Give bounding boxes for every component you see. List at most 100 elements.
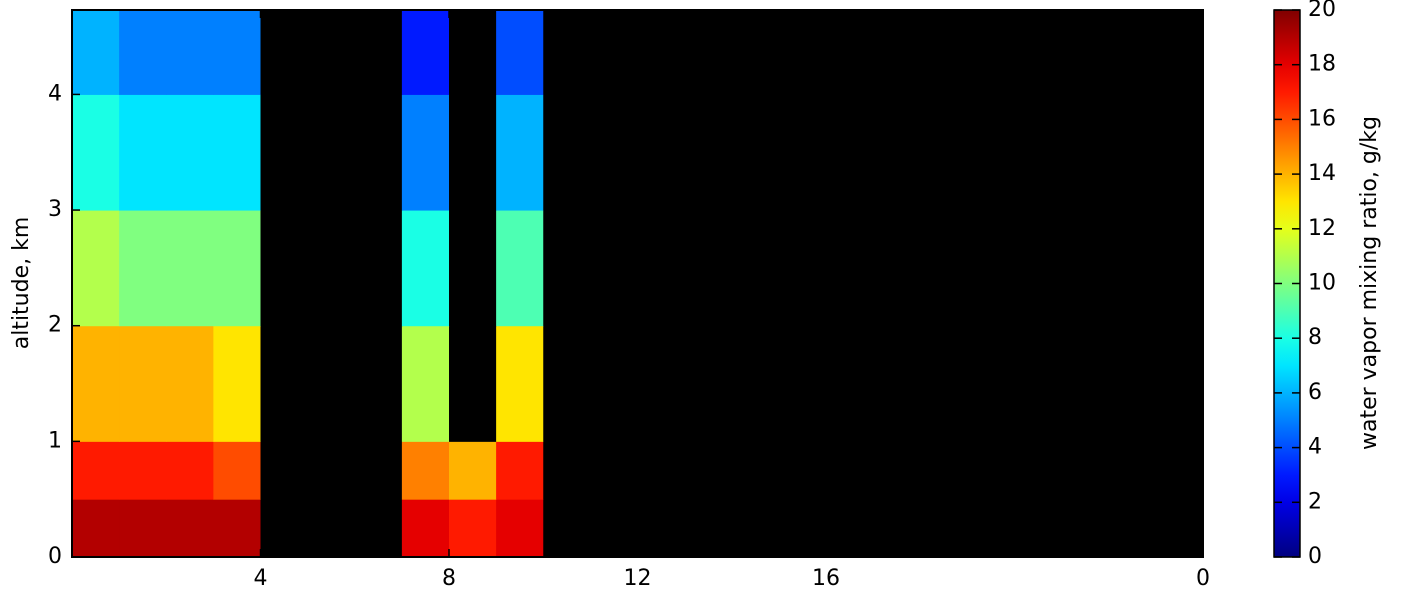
heatmap-cell [1108, 94, 1157, 211]
heatmap-cell [778, 499, 827, 558]
colorbar-tick-label: 2 [1308, 489, 1322, 514]
colorbar-tick-label: 14 [1308, 161, 1336, 186]
heatmap-cell [826, 94, 874, 211]
heatmap-cell [119, 210, 167, 327]
heatmap-cell [496, 325, 544, 442]
heatmap-cell [401, 10, 450, 95]
heatmap-cell [731, 210, 780, 327]
heatmap-cell [826, 210, 874, 327]
heatmap-cell [967, 210, 1015, 327]
heatmap-cell [590, 10, 638, 95]
heatmap-cell [307, 210, 356, 327]
heatmap-cell [543, 499, 591, 558]
heatmap-cell [1061, 10, 1110, 95]
heatmap-cell [873, 210, 921, 327]
colorbar-tick-label: 12 [1308, 216, 1336, 241]
heatmap-cell [449, 325, 497, 442]
heatmap-cell [543, 325, 591, 442]
heatmap-cell [684, 325, 733, 442]
heatmap-cell [449, 441, 497, 500]
heatmap-cell [166, 325, 214, 442]
heatmap-cell [260, 441, 309, 500]
y-tick-label: 3 [48, 197, 62, 222]
heatmap-cell [778, 94, 827, 211]
heatmap-cell [590, 210, 638, 327]
heatmap-cell [1014, 325, 1063, 442]
heatmap-cell [1061, 325, 1110, 442]
heatmap-cell [213, 325, 261, 442]
heatmap-cell [920, 94, 968, 211]
heatmap-cell [967, 441, 1015, 500]
heatmap-cell [119, 10, 167, 95]
colorbar-tick-label: 18 [1308, 52, 1336, 77]
heatmap-cell [1014, 10, 1063, 95]
heatmap-cell [496, 94, 544, 211]
heatmap-cell [731, 499, 780, 558]
colorbar-tick-label: 20 [1308, 0, 1336, 22]
heatmap-cell [967, 499, 1015, 558]
heatmap-cell [307, 499, 356, 558]
colorbar-label: water vapor mixing ratio, g/kg [1357, 116, 1382, 450]
heatmap-cell [354, 94, 403, 211]
heatmap-cell [684, 10, 733, 95]
heatmap-cell [401, 499, 450, 558]
x-tick-label: 4 [254, 566, 268, 591]
heatmap-cell [543, 10, 591, 95]
heatmap-cell [119, 325, 167, 442]
heatmap-cell [496, 441, 544, 500]
heatmap-cell [590, 325, 638, 442]
heatmap-cell [967, 10, 1015, 95]
heatmap-cell [166, 94, 214, 211]
heatmap-cell [307, 325, 356, 442]
heatmap-cell [637, 94, 686, 211]
heatmap-cell [1061, 441, 1110, 500]
heatmap-cell [873, 325, 921, 442]
heatmap-cell [826, 441, 874, 500]
x-tick-label: 12 [624, 566, 652, 591]
heatmap-cell [213, 10, 261, 95]
heatmap-cell [496, 10, 544, 95]
heatmap-cell [637, 441, 686, 500]
heatmap-cell [1108, 499, 1157, 558]
x-tick-label: 16 [812, 566, 840, 591]
heatmap-cell [72, 210, 120, 327]
colorbar-tick-label: 6 [1308, 380, 1322, 405]
heatmap-cell [307, 94, 356, 211]
heatmap-cell [684, 94, 733, 211]
y-tick-label: 1 [48, 428, 62, 453]
heatmap-cell [260, 210, 309, 327]
heatmap-cell [1061, 210, 1110, 327]
x-tick-label: 8 [442, 566, 456, 591]
y-tick-label: 4 [48, 81, 62, 106]
heatmap-cell [1108, 10, 1157, 95]
heatmap-cell [1155, 441, 1204, 500]
heatmap-cell [920, 325, 968, 442]
y-tick-label: 0 [48, 544, 62, 569]
heatmap-cell [920, 441, 968, 500]
heatmap-cell [637, 210, 686, 327]
y-axis-label: altitude, km [9, 217, 34, 350]
heatmap-cell [354, 441, 403, 500]
heatmap-cell [637, 499, 686, 558]
colorbar-tick-label: 0 [1308, 544, 1322, 569]
heatmap-cell [260, 10, 309, 95]
heatmap-cell [920, 10, 968, 95]
heatmap-cell [401, 210, 450, 327]
heatmap-cell [260, 94, 309, 211]
heatmap-cell [543, 210, 591, 327]
heatmap-cell [213, 94, 261, 211]
heatmap-cell [1108, 441, 1157, 500]
colorbar-tick-label: 8 [1308, 325, 1322, 350]
heatmap-cell [731, 441, 780, 500]
heatmap-cell [496, 499, 544, 558]
heatmap-cell [1014, 441, 1063, 500]
heatmap-cell [684, 210, 733, 327]
heatmap-cell [826, 325, 874, 442]
heatmap-cell [307, 441, 356, 500]
heatmap-cell [401, 441, 450, 500]
heatmap-cell [401, 94, 450, 211]
heatmap [72, 10, 1204, 558]
heatmap-cell [967, 94, 1015, 211]
x-tick-label: 0 [1196, 566, 1210, 591]
